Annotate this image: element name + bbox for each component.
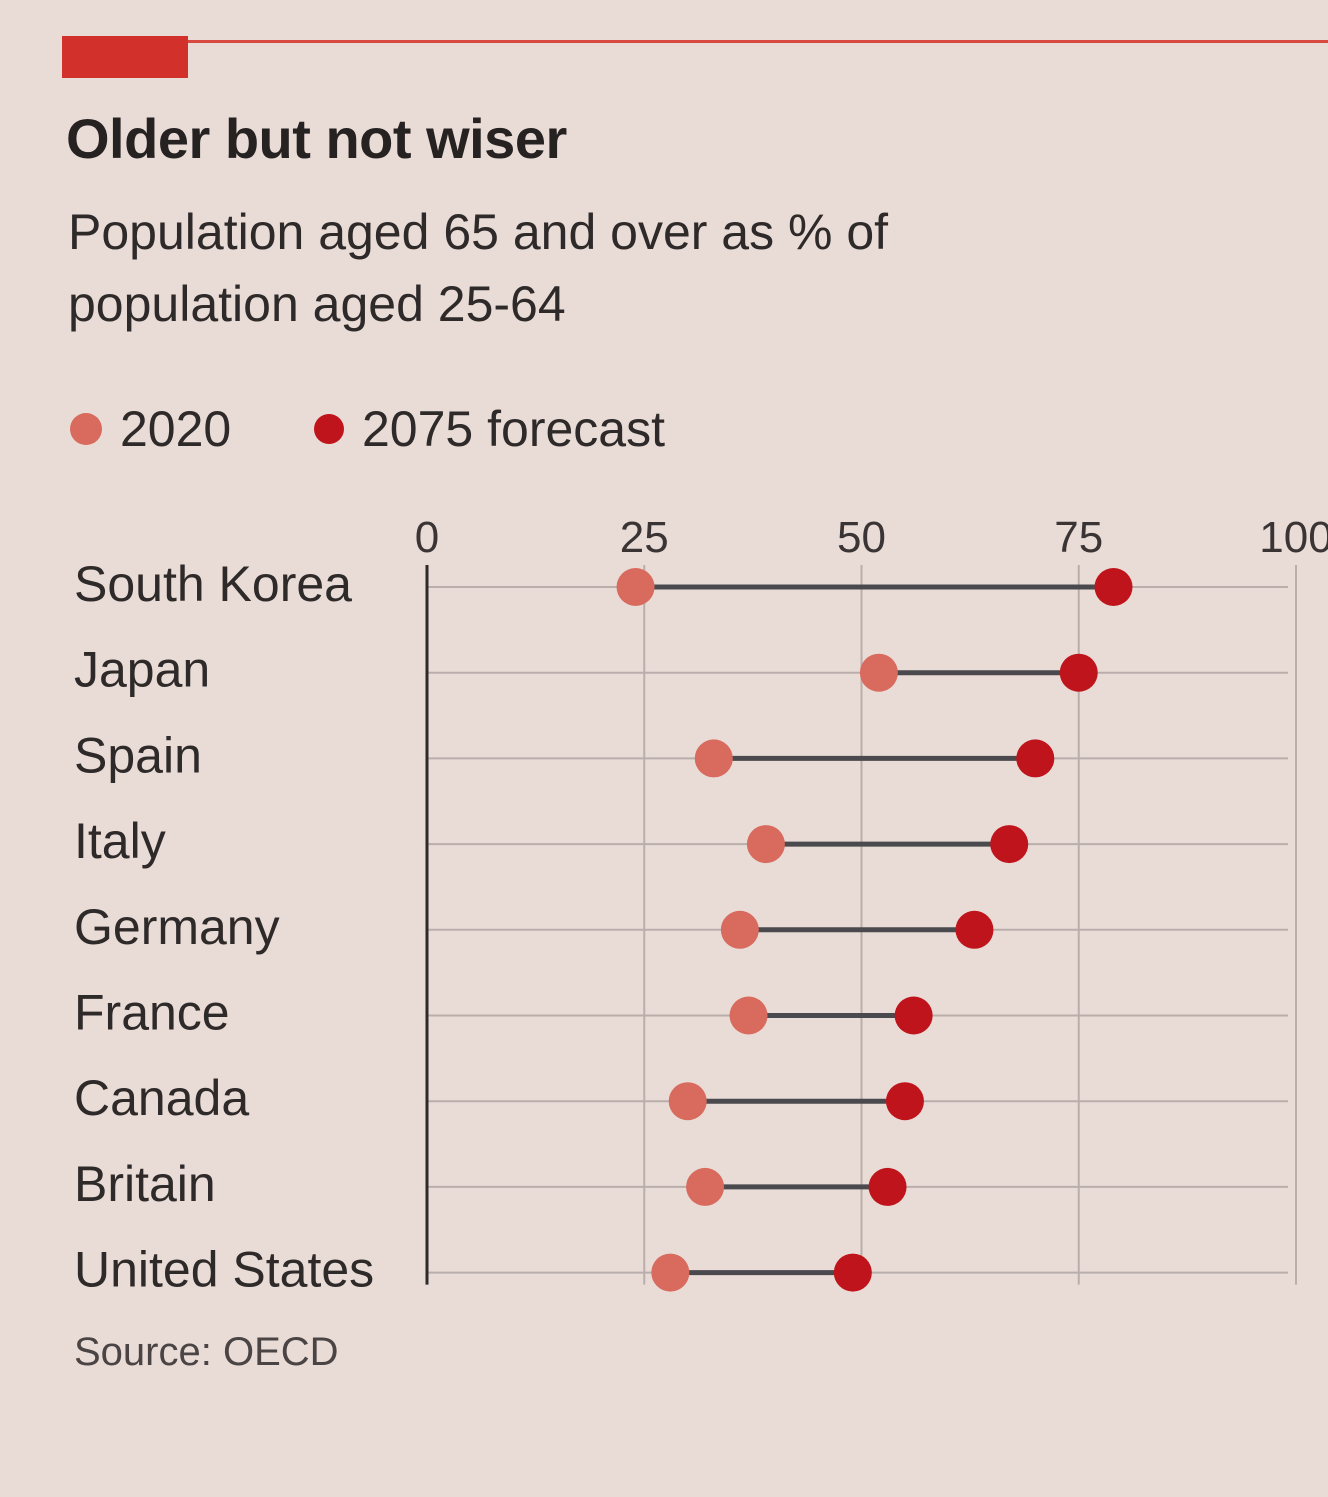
point-2020 [694, 739, 733, 778]
chart-subtitle: Population aged 65 and over as % of popu… [68, 204, 889, 332]
x-tick-label: 100 [1259, 513, 1328, 562]
category-label: France [74, 985, 230, 1041]
category-label: United States [74, 1242, 374, 1298]
legend-dot-2075 [314, 413, 344, 444]
point-2020 [651, 1253, 690, 1292]
point-2020 [859, 653, 898, 692]
x-tick-label: 0 [415, 513, 439, 562]
point-2020 [746, 825, 785, 864]
category-label: Japan [74, 642, 210, 698]
legend-item-2020: 2020 [70, 400, 231, 458]
point-2075-forecast [833, 1253, 872, 1292]
point-2075-forecast [955, 910, 994, 949]
category-label: Spain [74, 727, 202, 783]
point-2020 [720, 910, 759, 949]
category-label: Italy [74, 813, 166, 869]
category-label: Canada [74, 1070, 249, 1126]
point-2020 [668, 1082, 707, 1121]
category-label: South Korea [74, 556, 352, 612]
point-2075-forecast [894, 996, 933, 1035]
legend-label-2075: 2075 forecast [362, 401, 665, 457]
legend-dot-2020 [70, 412, 102, 445]
category-label: Germany [74, 899, 280, 955]
point-2075-forecast [1094, 568, 1133, 606]
point-2020 [729, 996, 768, 1035]
point-2020 [686, 1167, 725, 1206]
header-rule [62, 40, 1328, 43]
chart-title: Older but not wiser [66, 107, 567, 170]
point-2075-forecast [868, 1167, 907, 1206]
point-2075-forecast [1016, 739, 1055, 778]
header-accent-block [62, 36, 188, 78]
x-tick-label: 25 [620, 513, 669, 562]
legend-item-2075: 2075 forecast [314, 400, 665, 458]
point-2020 [616, 568, 655, 606]
legend-label-2020: 2020 [120, 401, 232, 457]
source-note: Source: OECD [74, 1330, 339, 1374]
category-label: Britain [74, 1156, 216, 1212]
point-2075-forecast [1059, 653, 1098, 692]
point-2075-forecast [885, 1082, 924, 1121]
x-tick-label: 75 [1054, 513, 1103, 562]
x-tick-label: 50 [837, 513, 886, 562]
point-2075-forecast [990, 825, 1029, 864]
